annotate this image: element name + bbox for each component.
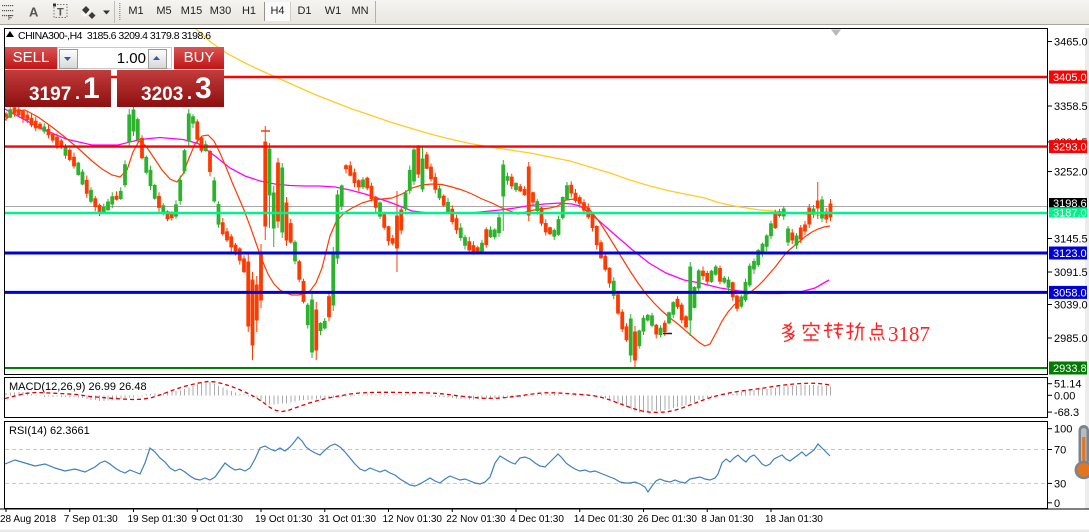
svg-text:0.00: 0.00 xyxy=(1054,390,1075,402)
svg-text:3252.0: 3252.0 xyxy=(1054,167,1088,179)
svg-text:4 Dec 01:30: 4 Dec 01:30 xyxy=(510,514,564,525)
svg-text:12 Nov 01:30: 12 Nov 01:30 xyxy=(383,514,443,525)
svg-text:-68.3: -68.3 xyxy=(1054,407,1079,419)
svg-text:3187.0: 3187.0 xyxy=(1053,208,1087,220)
svg-text:3039.0: 3039.0 xyxy=(1054,300,1088,312)
svg-text:28 Aug 2018: 28 Aug 2018 xyxy=(0,514,57,525)
svg-text:3058.0: 3058.0 xyxy=(1053,287,1087,299)
svg-text:MACD(12,26,9) 26.99 26.48: MACD(12,26,9) 26.99 26.48 xyxy=(9,381,147,393)
svg-text:9 Oct 01:30: 9 Oct 01:30 xyxy=(191,514,243,525)
svg-text:3145.5: 3145.5 xyxy=(1054,234,1088,246)
svg-text:30: 30 xyxy=(1054,478,1066,490)
svg-text:3465.0: 3465.0 xyxy=(1054,37,1088,49)
svg-text:F: F xyxy=(8,15,12,22)
svg-text:3405.0: 3405.0 xyxy=(1053,72,1087,84)
svg-text:3198.6: 3198.6 xyxy=(1053,198,1087,210)
svg-text:14 Dec 01:30: 14 Dec 01:30 xyxy=(574,514,634,525)
svg-text:19 Sep 01:30: 19 Sep 01:30 xyxy=(128,514,188,525)
svg-text:31 Oct 01:30: 31 Oct 01:30 xyxy=(319,514,377,525)
svg-text:3358.5: 3358.5 xyxy=(1054,101,1088,113)
svg-text:8 Jan 01:30: 8 Jan 01:30 xyxy=(701,514,754,525)
svg-text:19 Oct 01:30: 19 Oct 01:30 xyxy=(255,514,313,525)
svg-text:A: A xyxy=(29,5,39,20)
svg-text:51.14: 51.14 xyxy=(1054,379,1082,391)
svg-text:7 Sep 01:30: 7 Sep 01:30 xyxy=(64,514,118,525)
svg-text:70: 70 xyxy=(1054,445,1066,457)
svg-text:18 Jan 01:30: 18 Jan 01:30 xyxy=(765,514,823,525)
svg-text:3293.0: 3293.0 xyxy=(1053,142,1087,154)
svg-text:0: 0 xyxy=(1054,498,1060,510)
svg-text:100: 100 xyxy=(1054,424,1072,436)
svg-text:3123.0: 3123.0 xyxy=(1053,248,1087,260)
svg-text:2985.0: 2985.0 xyxy=(1054,333,1088,345)
svg-text:T: T xyxy=(57,7,64,19)
svg-text:2933.8: 2933.8 xyxy=(1053,363,1087,375)
svg-text:26 Dec 01:30: 26 Dec 01:30 xyxy=(638,514,698,525)
svg-text:3187: 3187 xyxy=(888,322,930,346)
svg-text:3091.5: 3091.5 xyxy=(1054,267,1088,279)
svg-text:RSI(14) 62.3661: RSI(14) 62.3661 xyxy=(9,425,90,437)
svg-text:22 Nov 01:30: 22 Nov 01:30 xyxy=(446,514,506,525)
